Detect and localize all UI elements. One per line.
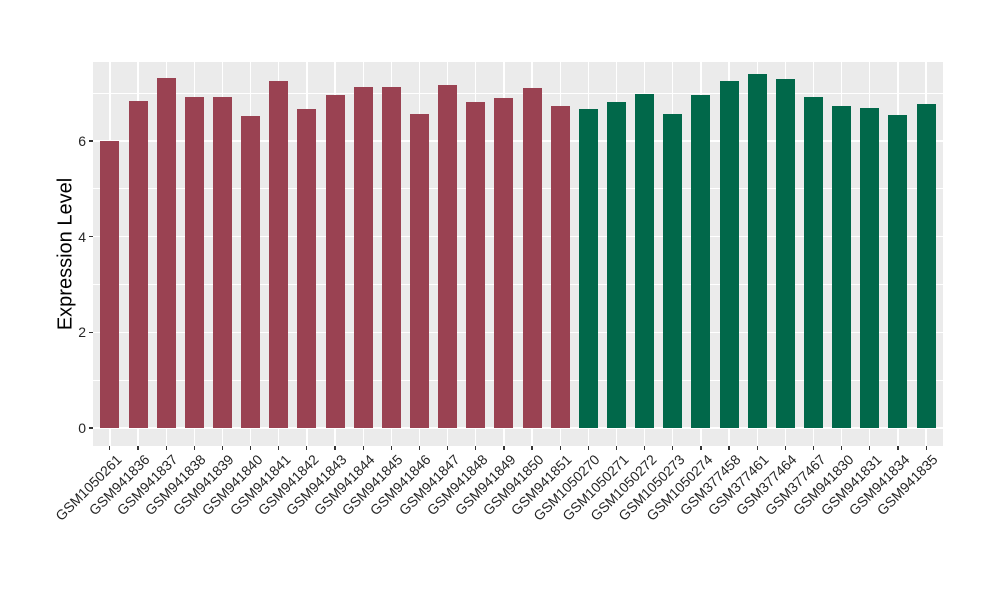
bar <box>888 115 908 428</box>
x-axis-tick <box>418 446 421 450</box>
x-axis-tick <box>250 446 252 450</box>
x-axis-tick <box>531 446 533 450</box>
bar <box>353 87 373 428</box>
minor-gridline <box>93 379 943 381</box>
bar <box>550 106 570 428</box>
bar <box>747 73 767 428</box>
y-tick-label: 6 <box>78 133 86 150</box>
bar <box>635 93 655 428</box>
x-axis-tick <box>644 446 646 450</box>
x-axis-tick <box>278 446 280 450</box>
y-tick-label: 2 <box>78 324 86 341</box>
bar <box>466 101 486 428</box>
x-axis-tick <box>756 446 758 450</box>
x-axis-tick <box>559 446 561 450</box>
y-tick-label: 4 <box>78 228 86 245</box>
x-axis-tick <box>925 446 927 450</box>
bar <box>691 94 711 428</box>
x-axis-tick <box>728 446 730 450</box>
bar <box>409 113 429 428</box>
x-axis-tick <box>334 446 336 450</box>
bar <box>860 108 880 428</box>
x-axis-tick <box>700 446 702 450</box>
bar <box>325 95 345 428</box>
bar <box>663 113 683 428</box>
bar <box>522 88 542 428</box>
y-tick-label: 0 <box>78 420 86 436</box>
bar <box>578 108 598 428</box>
x-axis-tick <box>306 446 308 450</box>
x-axis-tick <box>869 446 871 450</box>
bar <box>719 80 739 428</box>
bar <box>494 97 514 428</box>
x-axis-tick <box>812 446 815 450</box>
bar <box>269 81 289 428</box>
bar <box>381 86 401 428</box>
x-axis-tick <box>390 446 392 450</box>
bar <box>775 79 795 428</box>
x-axis-tick <box>362 446 364 450</box>
y-axis-tick <box>89 140 93 142</box>
bar <box>100 141 120 428</box>
bar <box>607 101 626 428</box>
expression-bar-chart: Expression Level GSM1050261 GSM941836 GSM9… <box>52 62 943 524</box>
x-axis-tick <box>221 446 224 450</box>
plot-panel <box>93 62 943 446</box>
x-axis-tick <box>841 446 843 450</box>
bar <box>212 97 232 428</box>
x-axis-tick <box>784 446 786 450</box>
y-axis-tick <box>89 236 93 238</box>
bar <box>241 116 261 428</box>
bar <box>832 106 852 428</box>
bar <box>128 101 148 428</box>
y-axis-tick <box>89 331 93 333</box>
x-axis-tick <box>897 446 899 450</box>
bar <box>184 97 204 428</box>
major-gridline <box>93 427 943 429</box>
major-gridline <box>93 331 943 334</box>
y-axis-title: Expression Level <box>54 177 77 331</box>
bar <box>916 104 936 428</box>
x-axis-tick <box>137 446 139 450</box>
major-gridline <box>93 235 943 238</box>
x-axis-tick <box>475 446 477 450</box>
x-axis-tick <box>447 446 449 450</box>
minor-gridline <box>93 92 943 94</box>
x-axis-tick <box>587 446 589 450</box>
x-axis-tick <box>109 446 111 450</box>
x-axis-tick <box>503 446 505 450</box>
major-gridline <box>93 140 943 142</box>
x-axis-tick <box>615 446 618 450</box>
minor-gridline <box>93 188 943 190</box>
bar <box>156 78 176 428</box>
bar <box>297 109 317 428</box>
x-axis-tick <box>193 446 195 450</box>
minor-gridline <box>93 284 943 285</box>
y-axis-tick <box>89 427 93 429</box>
x-axis-tick <box>672 446 674 450</box>
bar <box>804 97 824 428</box>
x-axis-tick <box>165 446 167 450</box>
bar <box>438 85 458 428</box>
